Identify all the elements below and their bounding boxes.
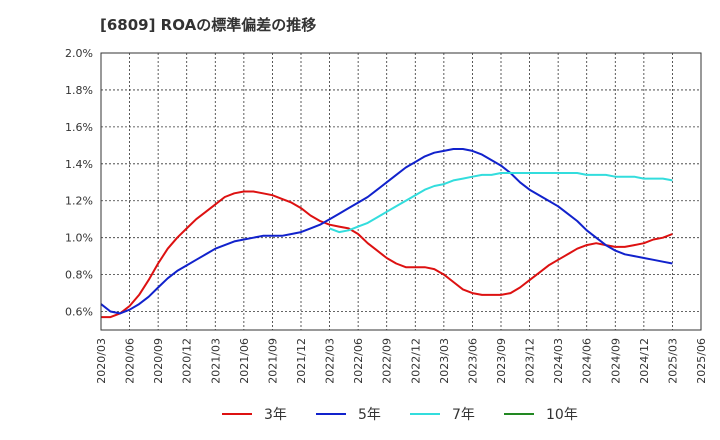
series-line-7年 [329,172,673,234]
x-tick-label: 2021/09 [266,338,279,384]
y-tick-label: 0.8% [65,269,93,282]
x-tick-label: 2020/03 [95,338,108,384]
y-tick-label: 1.8% [65,84,93,97]
y-tick-label: 1.2% [65,195,93,208]
x-tick-label: 2024/09 [609,338,622,384]
y-tick-label: 1.6% [65,121,93,134]
axes: 0.6% 0.8% 1.0% 1.2% 1.4% 1.6% 1.8% 2.0% 2020/03 2… [65,47,708,384]
x-tick-label: 2022/12 [409,338,422,384]
x-tick-label: 2025/06 [695,338,708,384]
x-tick-label: 2023/06 [466,338,479,384]
x-tick-label: 2020/06 [124,338,137,384]
x-tick-label: 2021/12 [295,338,308,384]
y-tick-label: 2.0% [65,47,93,60]
x-tick-label: 2024/12 [638,338,651,384]
x-tick-label: 2024/03 [552,338,565,384]
legend-label: 10年 [546,407,578,423]
grid [100,52,702,330]
x-tick-label: 2022/06 [352,338,365,384]
y-tick-label: 1.4% [65,158,93,171]
x-tick-label: 2021/06 [238,338,251,384]
x-tick-label: 2023/09 [495,338,508,384]
x-tick-label: 2025/03 [666,338,679,384]
x-tick-label: 2022/09 [381,338,394,384]
x-tick-label: 2024/06 [581,338,594,384]
legend: 3年 5年 7年 10年 [222,407,578,423]
y-tick-label: 0.6% [65,306,93,319]
chart-title: [6809] ROAの標準偏差の推移 [100,16,317,34]
y-tick-label: 1.0% [65,232,93,245]
x-tick-label: 2023/03 [438,338,451,384]
x-tick-label: 2023/12 [524,338,537,384]
x-tick-label: 2022/03 [324,338,337,384]
plot-border [100,52,702,331]
series-line-5年 [100,148,673,315]
legend-label: 7年 [452,407,475,423]
series-line-3年 [101,190,673,319]
x-tick-label: 2021/03 [209,338,222,384]
x-tick-label: 2020/09 [152,338,165,384]
x-tick-label: 2020/12 [181,338,194,384]
legend-label: 5年 [358,407,381,423]
series-lines [100,148,673,319]
legend-label: 3年 [264,407,287,423]
